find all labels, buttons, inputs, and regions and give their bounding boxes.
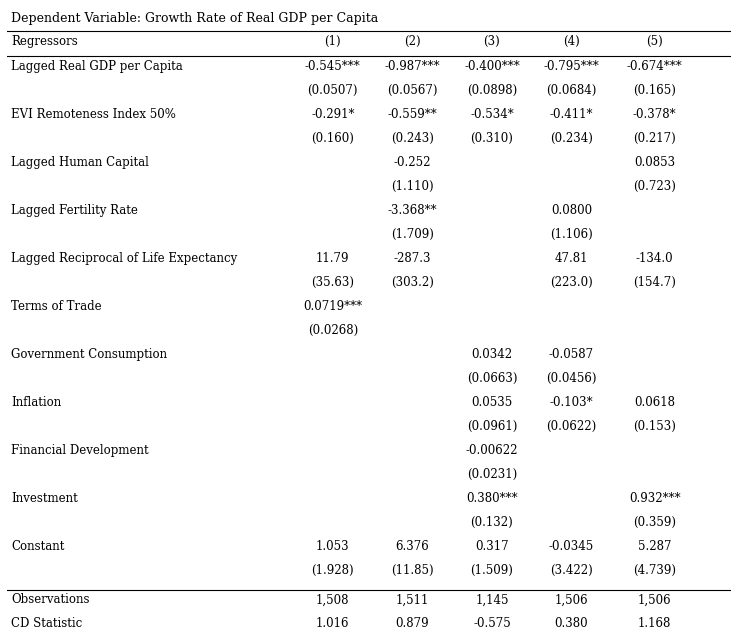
Text: (4): (4) bbox=[563, 35, 580, 48]
Text: -134.0: -134.0 bbox=[636, 252, 674, 265]
Text: (0.0231): (0.0231) bbox=[467, 468, 517, 481]
Text: (1.106): (1.106) bbox=[550, 228, 593, 241]
Text: 0.0618: 0.0618 bbox=[634, 396, 675, 410]
Text: CD Statistic: CD Statistic bbox=[11, 617, 82, 630]
Text: -0.291*: -0.291* bbox=[311, 108, 354, 121]
Text: (35.63): (35.63) bbox=[311, 277, 354, 289]
Text: -0.252: -0.252 bbox=[393, 156, 431, 169]
Text: -0.795***: -0.795*** bbox=[544, 60, 599, 73]
Text: 0.0535: 0.0535 bbox=[472, 396, 513, 410]
Text: Regressors: Regressors bbox=[11, 35, 77, 48]
Text: -287.3: -287.3 bbox=[393, 252, 431, 265]
Text: (0.160): (0.160) bbox=[311, 132, 354, 146]
Text: (0.153): (0.153) bbox=[633, 420, 676, 433]
Text: 0.932***: 0.932*** bbox=[629, 493, 680, 505]
Text: (0.359): (0.359) bbox=[633, 517, 676, 529]
Text: 1,506: 1,506 bbox=[555, 593, 588, 606]
Text: -0.00622: -0.00622 bbox=[466, 444, 518, 457]
Text: (0.310): (0.310) bbox=[471, 132, 514, 146]
Text: Government Consumption: Government Consumption bbox=[11, 348, 167, 362]
Text: Terms of Trade: Terms of Trade bbox=[11, 301, 102, 313]
Text: 0.380***: 0.380*** bbox=[466, 493, 518, 505]
Text: (0.0622): (0.0622) bbox=[546, 420, 596, 433]
Text: -0.545***: -0.545*** bbox=[305, 60, 361, 73]
Text: (0.0663): (0.0663) bbox=[466, 372, 517, 386]
Text: 5.287: 5.287 bbox=[638, 541, 672, 553]
Text: (0.217): (0.217) bbox=[633, 132, 676, 146]
Text: -0.411*: -0.411* bbox=[550, 108, 593, 121]
Text: (1): (1) bbox=[325, 35, 341, 48]
Text: Observations: Observations bbox=[11, 593, 89, 606]
Text: (0.723): (0.723) bbox=[633, 180, 676, 193]
Text: Inflation: Inflation bbox=[11, 396, 61, 410]
Text: -0.987***: -0.987*** bbox=[384, 60, 440, 73]
Text: -3.368**: -3.368** bbox=[387, 204, 437, 217]
Text: Investment: Investment bbox=[11, 493, 77, 505]
Text: Lagged Human Capital: Lagged Human Capital bbox=[11, 156, 149, 169]
Text: 0.317: 0.317 bbox=[475, 541, 508, 553]
Text: 1,506: 1,506 bbox=[638, 593, 672, 606]
Text: (0.0456): (0.0456) bbox=[546, 372, 597, 386]
Text: 1.016: 1.016 bbox=[316, 617, 350, 630]
Text: (0.0684): (0.0684) bbox=[546, 84, 597, 97]
Text: -0.103*: -0.103* bbox=[550, 396, 593, 410]
Text: 0.0853: 0.0853 bbox=[634, 156, 675, 169]
Text: (1.928): (1.928) bbox=[311, 564, 354, 578]
Text: (0.243): (0.243) bbox=[391, 132, 434, 146]
Text: -0.400***: -0.400*** bbox=[464, 60, 520, 73]
Text: 1.053: 1.053 bbox=[316, 541, 350, 553]
Text: Financial Development: Financial Development bbox=[11, 444, 148, 457]
Text: -0.674***: -0.674*** bbox=[627, 60, 683, 73]
Text: (0.165): (0.165) bbox=[633, 84, 676, 97]
Text: (1.509): (1.509) bbox=[471, 564, 514, 578]
Text: -0.378*: -0.378* bbox=[633, 108, 677, 121]
Text: (5): (5) bbox=[646, 35, 663, 48]
Text: EVI Remoteness Index 50%: EVI Remoteness Index 50% bbox=[11, 108, 176, 121]
Text: (0.0898): (0.0898) bbox=[467, 84, 517, 97]
Text: (0.0567): (0.0567) bbox=[387, 84, 438, 97]
Text: 1.168: 1.168 bbox=[638, 617, 672, 630]
Text: (303.2): (303.2) bbox=[391, 277, 434, 289]
Text: Lagged Real GDP per Capita: Lagged Real GDP per Capita bbox=[11, 60, 183, 73]
Text: -0.559**: -0.559** bbox=[387, 108, 438, 121]
Text: (3): (3) bbox=[483, 35, 500, 48]
Text: (4.739): (4.739) bbox=[633, 564, 676, 578]
Text: -0.575: -0.575 bbox=[473, 617, 511, 630]
Text: 11.79: 11.79 bbox=[316, 252, 350, 265]
Text: (0.0507): (0.0507) bbox=[308, 84, 358, 97]
Text: 0.0800: 0.0800 bbox=[551, 204, 592, 217]
Text: (1.709): (1.709) bbox=[391, 228, 434, 241]
Text: Constant: Constant bbox=[11, 541, 64, 553]
Text: 0.0719***: 0.0719*** bbox=[303, 301, 362, 313]
Text: (0.234): (0.234) bbox=[550, 132, 593, 146]
Text: (0.132): (0.132) bbox=[471, 517, 514, 529]
Text: Lagged Reciprocal of Life Expectancy: Lagged Reciprocal of Life Expectancy bbox=[11, 252, 237, 265]
Text: (2): (2) bbox=[404, 35, 421, 48]
Text: (0.0268): (0.0268) bbox=[308, 324, 358, 337]
Text: (11.85): (11.85) bbox=[391, 564, 434, 578]
Text: (154.7): (154.7) bbox=[633, 277, 676, 289]
Text: 0.879: 0.879 bbox=[396, 617, 430, 630]
Text: 0.0342: 0.0342 bbox=[472, 348, 512, 362]
Text: -0.534*: -0.534* bbox=[470, 108, 514, 121]
Text: 1,145: 1,145 bbox=[475, 593, 508, 606]
Text: (1.110): (1.110) bbox=[391, 180, 434, 193]
Text: Lagged Fertility Rate: Lagged Fertility Rate bbox=[11, 204, 138, 217]
Text: 1,511: 1,511 bbox=[396, 593, 429, 606]
Text: -0.0345: -0.0345 bbox=[549, 541, 594, 553]
Text: (0.0961): (0.0961) bbox=[466, 420, 517, 433]
Text: -0.0587: -0.0587 bbox=[549, 348, 594, 362]
Text: (3.422): (3.422) bbox=[550, 564, 593, 578]
Text: (223.0): (223.0) bbox=[550, 277, 593, 289]
Text: Dependent Variable: Growth Rate of Real GDP per Capita: Dependent Variable: Growth Rate of Real … bbox=[11, 12, 379, 25]
Text: 6.376: 6.376 bbox=[396, 541, 430, 553]
Text: 47.81: 47.81 bbox=[555, 252, 588, 265]
Text: 1,508: 1,508 bbox=[316, 593, 350, 606]
Text: 0.380: 0.380 bbox=[555, 617, 588, 630]
